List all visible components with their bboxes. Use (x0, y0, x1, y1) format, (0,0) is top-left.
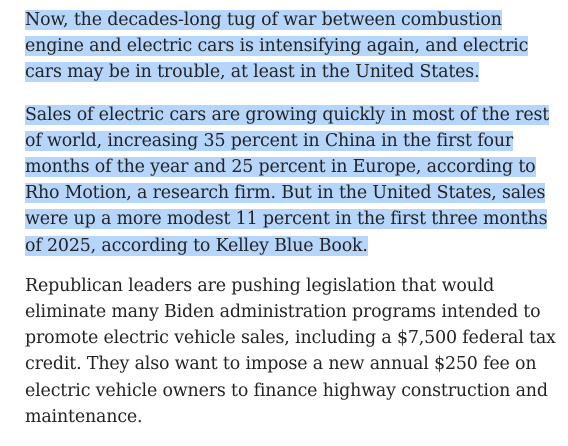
article-paragraph-2[interactable]: Sales of electric cars are growing quick… (25, 102, 563, 259)
selected-text-highlight[interactable]: Now, the decades-long tug of war between… (25, 10, 529, 83)
paragraph-text[interactable]: Republican leaders are pushing legislati… (25, 275, 556, 427)
article-body: Now, the decades-long tug of war between… (25, 7, 563, 446)
selected-text-highlight[interactable]: Sales of electric cars are growing quick… (25, 104, 550, 256)
article-paragraph-1[interactable]: Now, the decades-long tug of war between… (25, 7, 563, 86)
article-paragraph-3[interactable]: Republican leaders are pushing legislati… (25, 273, 563, 430)
